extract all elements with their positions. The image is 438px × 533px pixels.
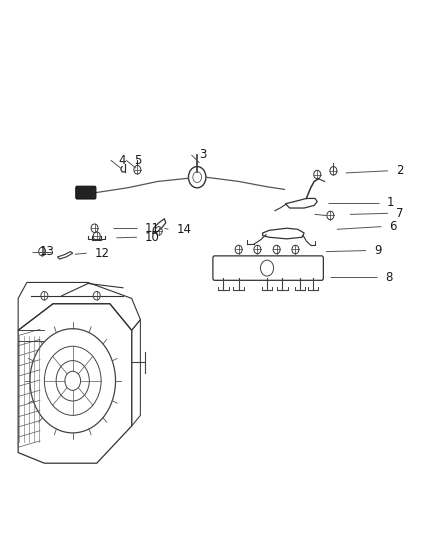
Text: 11: 11 (145, 222, 160, 235)
Text: 9: 9 (374, 244, 381, 257)
FancyBboxPatch shape (76, 186, 96, 199)
Text: 13: 13 (40, 245, 55, 258)
Text: 8: 8 (385, 271, 392, 284)
Text: 2: 2 (396, 164, 403, 177)
Text: 5: 5 (134, 154, 141, 167)
Text: 10: 10 (145, 231, 160, 244)
Text: 14: 14 (176, 223, 191, 236)
Text: 12: 12 (95, 247, 110, 260)
Text: 6: 6 (389, 220, 397, 233)
Text: 7: 7 (396, 207, 403, 220)
Text: 4: 4 (119, 154, 126, 167)
Text: 3: 3 (199, 148, 207, 161)
Text: 1: 1 (387, 196, 395, 209)
